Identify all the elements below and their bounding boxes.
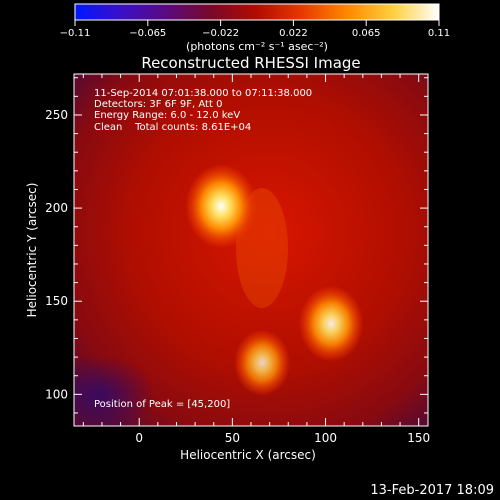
timestamp: 13-Feb-2017 18:09: [370, 483, 494, 498]
info-block: 11-Sep-2014 07:01:38.000 to 07:11:38.000…: [94, 88, 312, 133]
x-tick-label: 0: [135, 431, 143, 445]
colorbar-tick-label: 0.065: [352, 28, 381, 39]
colorbar-tick-label: −0.065: [129, 28, 166, 39]
info-line-clean: Clean Total counts: 8.61E+04: [94, 122, 251, 133]
x-tick-label: 150: [407, 431, 430, 445]
info-line-detectors: Detectors: 3F 6F 9F, Att 0: [94, 99, 222, 110]
chart-title: Reconstructed RHESSI Image: [141, 54, 360, 72]
colorbar-tick-label: 0.022: [279, 28, 308, 39]
colorbar-tick-label: −0.11: [60, 28, 91, 39]
y-tick-label: 250: [45, 108, 68, 122]
y-axis-label: Heliocentric Y (arcsec): [25, 183, 39, 318]
colorbar-tick-label: −0.022: [202, 28, 239, 39]
axis-ticks: 0 50 100 150 100 150 200 250: [45, 74, 430, 445]
emission-source: [298, 285, 364, 362]
heatmap-image: [74, 74, 428, 426]
y-tick-label: 200: [45, 201, 68, 215]
emission-source: [234, 329, 291, 396]
colorbar-ticks: −0.11 −0.065 −0.022 0.022 0.065 0.11: [60, 20, 450, 39]
info-line-energy: Energy Range: 6.0 - 12.0 keV: [94, 110, 240, 121]
y-tick-label: 100: [45, 387, 68, 401]
x-tick-label: 100: [314, 431, 337, 445]
colorbar-tick-label: 0.11: [428, 28, 450, 39]
colorbar-unit-label: (photons cm⁻² s⁻¹ asec⁻²): [186, 40, 328, 53]
info-line-time: 11-Sep-2014 07:01:38.000 to 07:11:38.000: [94, 88, 312, 99]
colorbar: [74, 3, 440, 21]
x-tick-label: 50: [225, 431, 240, 445]
x-axis-label: Heliocentric X (arcsec): [180, 448, 316, 462]
peak-position-label: Position of Peak = [45,200]: [94, 399, 230, 410]
y-tick-label: 150: [45, 294, 68, 308]
emission-source: [185, 164, 257, 249]
